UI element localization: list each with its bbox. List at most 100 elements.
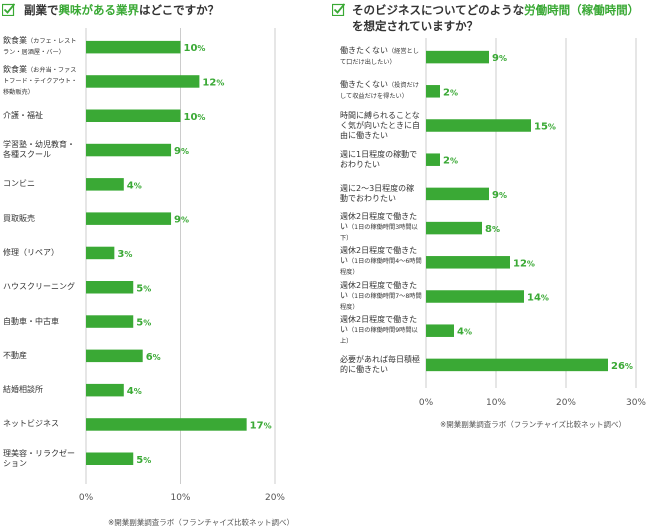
bar-value-label: 4% bbox=[127, 386, 142, 397]
bar bbox=[426, 256, 510, 269]
bar bbox=[86, 40, 181, 54]
category-label-main: 修理（リペア） bbox=[3, 247, 59, 257]
category-label-main: 必要があれば毎日積極的に働きたい bbox=[340, 354, 420, 374]
category-label-main: ハウスクリーニング bbox=[3, 282, 75, 292]
bar bbox=[86, 383, 124, 397]
bar-value-label: 2% bbox=[443, 87, 458, 98]
bar bbox=[426, 153, 440, 166]
category-label: 週休2日程度で働きたい（1日の稼働時間3時間以下） bbox=[340, 212, 422, 244]
category-label: 不動産 bbox=[3, 351, 81, 361]
category-label: 週に2〜3日程度の稼動でおわりたい bbox=[340, 184, 422, 204]
bar bbox=[426, 50, 489, 64]
bar-value-label: 9% bbox=[492, 190, 507, 201]
bar bbox=[426, 187, 489, 201]
bar bbox=[86, 178, 124, 191]
category-label: 週休2日程度で働きたい（1日の稼働時間9時間以上） bbox=[340, 315, 422, 347]
bar-value-label: 12% bbox=[202, 77, 224, 88]
bar-value-label: 5% bbox=[136, 283, 151, 294]
category-label-sub: （投資だけして収益だけを得たい） bbox=[340, 82, 419, 101]
bar bbox=[86, 281, 134, 294]
bar bbox=[86, 143, 172, 157]
category-label: 必要があれば毎日積極的に働きたい bbox=[340, 355, 422, 375]
category-label-main: 週休2日程度で働きたい bbox=[340, 280, 418, 300]
bar bbox=[86, 315, 134, 328]
bar bbox=[426, 324, 454, 337]
category-label-main: 働きたくない bbox=[340, 80, 388, 90]
x-tick-label: 10% bbox=[486, 398, 506, 408]
working-hours-panel: そのビジネスについてどのような労働時間（稼働時間） を想定されていますか？ 0%… bbox=[330, 0, 650, 525]
category-label-main: コンビニ bbox=[3, 179, 35, 189]
category-label-main: 働きたくない bbox=[340, 46, 388, 56]
category-label: 理美容・リラクゼーション bbox=[3, 449, 81, 469]
bar-value-label: 8% bbox=[485, 224, 500, 235]
category-label-main: 結婚相談所 bbox=[3, 385, 43, 395]
category-label: 自動車・中古車 bbox=[3, 317, 81, 327]
category-label: コンビニ bbox=[3, 179, 81, 189]
bar-value-label: 4% bbox=[457, 327, 472, 338]
industry-interest-panel: 副業で興味がある業界はどこですか？ 0% 10% 20% 10% 12% 10% 9% 4% 9… bbox=[0, 0, 318, 527]
industry-bar-chart: 0% 10% 20% 10% 12% 10% 9% 4% 9% 3% 5% 5% 6% 4% 17% 5% bbox=[79, 28, 285, 503]
bar-value-label: 17% bbox=[250, 420, 272, 431]
category-label-sub: （カフェ・レストラン・居酒屋・バー） bbox=[3, 38, 77, 57]
x-tick-label: 10% bbox=[170, 493, 190, 503]
bar-value-label: 5% bbox=[136, 455, 151, 466]
bar bbox=[86, 75, 200, 88]
bar bbox=[86, 452, 134, 465]
bar-value-label: 5% bbox=[136, 318, 151, 329]
source-note: ※開業副業調査ラボ（フランチャイズ比較ネット調べ） bbox=[108, 518, 294, 527]
title-text-pre: 副業で bbox=[24, 3, 59, 17]
category-label: 学習塾・幼児教育・各種スクール bbox=[3, 140, 81, 160]
category-label: 週休2日程度で働きたい（1日の稼働時間7〜8時間程度） bbox=[340, 281, 422, 313]
title-line-1: そのビジネスについてどのような労働時間（稼働時間） bbox=[352, 2, 639, 18]
category-label-main: 買取販売 bbox=[3, 213, 35, 223]
category-label-main: 理美容・リラクゼーション bbox=[3, 448, 75, 468]
category-label-sub: （1日の稼働時間9時間以上） bbox=[340, 326, 418, 345]
bar bbox=[426, 358, 608, 372]
category-label-main: 時間に縛られることなく気が向いたときに自由に働きたい bbox=[340, 110, 420, 140]
category-label: 働きたくない（経営として口だけ出したい） bbox=[340, 46, 422, 68]
bar bbox=[426, 119, 531, 132]
bar-value-label: 12% bbox=[513, 258, 535, 269]
title-text-post: はどこですか？ bbox=[139, 3, 220, 17]
bar-value-label: 9% bbox=[174, 215, 189, 226]
category-label-main: 飲食業 bbox=[3, 36, 27, 46]
bar-value-label: 10% bbox=[184, 43, 206, 54]
category-label-main: 週休2日程度で働きたい bbox=[340, 314, 418, 334]
bar-value-label: 15% bbox=[534, 122, 556, 133]
category-label: 買取販売 bbox=[3, 214, 81, 224]
category-label-sub: （1日の稼働時間3時間以下） bbox=[340, 224, 418, 243]
check-icon bbox=[332, 3, 345, 16]
bar-value-label: 3% bbox=[117, 249, 132, 260]
category-label: 修理（リペア） bbox=[3, 248, 81, 258]
category-label: 介護・福祉 bbox=[3, 111, 81, 121]
category-label-main: 週に1日程度の稼動でおわりたい bbox=[340, 149, 418, 169]
working-hours-bar-chart: 0% 10% 20% 30% 9% 2% 15% 2% 9% 8% 12% 14% 4% 26% bbox=[419, 38, 646, 408]
category-label-main: 週休2日程度で働きたい bbox=[340, 212, 418, 232]
bar-value-label: 4% bbox=[127, 180, 142, 191]
chart-title: 副業で興味がある業界はどこですか？ bbox=[24, 2, 219, 18]
bar bbox=[86, 349, 143, 363]
category-label-sub: （1日の稼働時間7〜8時間程度） bbox=[340, 292, 422, 311]
category-label-main: 自動車・中古車 bbox=[3, 316, 59, 326]
source-note: ※開業副業調査ラボ（フランチャイズ比較ネット調べ） bbox=[440, 420, 626, 429]
bar bbox=[426, 85, 440, 98]
x-tick-label: 20% bbox=[556, 398, 576, 408]
title-highlight: 興味がある業界 bbox=[58, 3, 140, 17]
title-highlight: 労働時間（稼働時間） bbox=[524, 3, 640, 17]
category-label-main: 不動産 bbox=[3, 350, 27, 360]
bar bbox=[86, 246, 115, 260]
category-label: 週に1日程度の稼動でおわりたい bbox=[340, 150, 422, 170]
title-line-2: を想定されていますか？ bbox=[352, 19, 479, 33]
category-label: 結婚相談所 bbox=[3, 385, 81, 395]
chart-title: そのビジネスについてどのような労働時間（稼働時間） を想定されていますか？ bbox=[352, 2, 639, 34]
category-label-main: 学習塾・幼児教育・各種スクール bbox=[3, 140, 75, 160]
category-label: 週休2日程度で働きたい（1日の稼働時間4〜6時間程度） bbox=[340, 246, 422, 278]
category-label-sub: （お弁当・ファストフード・テイクアウト・移動販売） bbox=[3, 66, 78, 96]
bar bbox=[86, 418, 247, 431]
category-label: 働きたくない（投資だけして収益だけを得たい） bbox=[340, 80, 422, 102]
bar bbox=[426, 221, 482, 235]
category-label-sub: （経営として口だけ出したい） bbox=[340, 48, 419, 67]
title-text-pre: そのビジネスについてどのような bbox=[352, 3, 525, 17]
bar-value-label: 6% bbox=[146, 352, 161, 363]
category-label-main: ネットビジネス bbox=[3, 419, 59, 429]
